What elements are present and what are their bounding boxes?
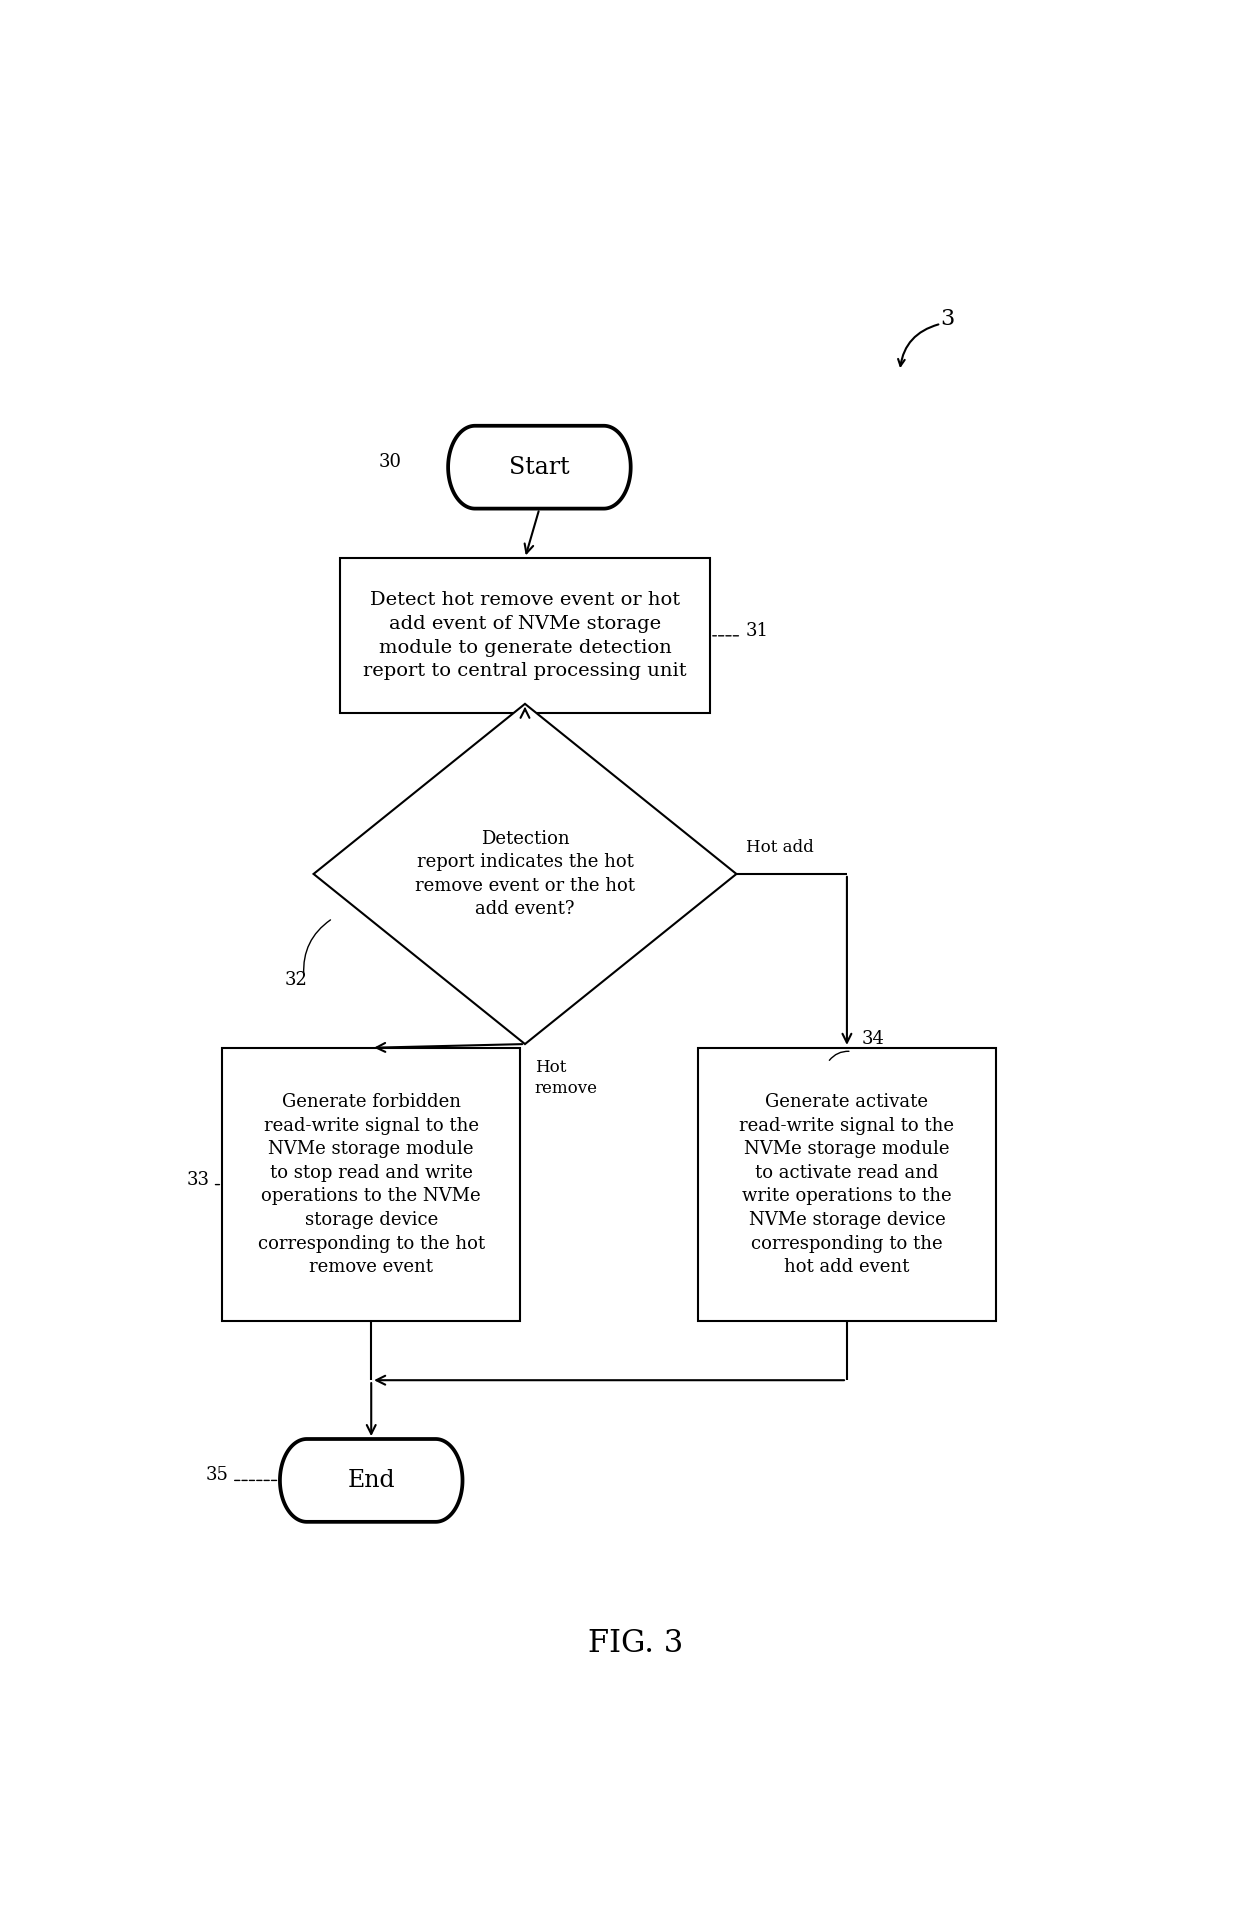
Polygon shape: [448, 426, 631, 509]
Text: Generate forbidden
read-write signal to the
NVMe storage module
to stop read and: Generate forbidden read-write signal to …: [258, 1093, 485, 1276]
Polygon shape: [314, 703, 737, 1045]
Text: 33: 33: [187, 1170, 210, 1189]
Text: Generate activate
read-write signal to the
NVMe storage module
to activate read : Generate activate read-write signal to t…: [739, 1093, 955, 1276]
Text: Hot
remove: Hot remove: [534, 1058, 598, 1097]
Text: Detect hot remove event or hot
add event of NVMe storage
module to generate dete: Detect hot remove event or hot add event…: [363, 592, 687, 680]
Bar: [340, 559, 711, 713]
Text: 35: 35: [206, 1466, 229, 1485]
Text: 31: 31: [746, 622, 769, 640]
Text: End: End: [347, 1470, 396, 1493]
Text: FIG. 3: FIG. 3: [588, 1627, 683, 1658]
Text: 3: 3: [941, 307, 955, 330]
Bar: [222, 1047, 521, 1322]
Bar: [698, 1047, 996, 1322]
Text: 30: 30: [379, 453, 402, 471]
Text: Detection
report indicates the hot
remove event or the hot
add event?: Detection report indicates the hot remov…: [415, 830, 635, 918]
Text: 32: 32: [285, 970, 308, 989]
Text: 34: 34: [862, 1030, 884, 1049]
Text: Start: Start: [510, 455, 569, 478]
Text: Hot add: Hot add: [746, 839, 813, 857]
Polygon shape: [280, 1439, 463, 1521]
